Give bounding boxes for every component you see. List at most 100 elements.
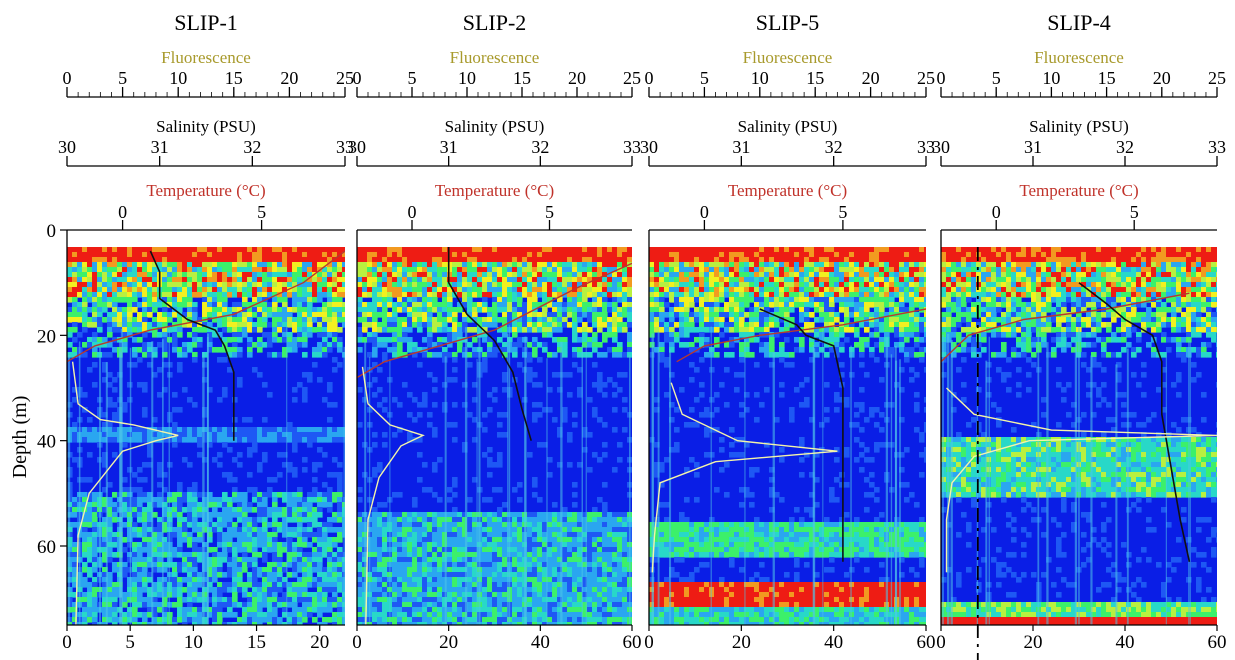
echo-cell <box>602 352 608 358</box>
echo-cell <box>542 572 548 578</box>
echo-cell <box>592 522 598 528</box>
echo-cell <box>247 522 253 528</box>
echo-cell <box>172 622 178 625</box>
echo-cell <box>462 272 468 278</box>
echo-cell <box>522 277 528 283</box>
echo-cell <box>517 292 523 298</box>
echo-cell <box>277 257 283 263</box>
echo-cell <box>142 507 148 513</box>
echo-cell <box>162 297 168 303</box>
echo-cell <box>532 262 538 268</box>
echo-cell <box>472 327 478 333</box>
echo-cell <box>232 542 238 548</box>
echo-cell <box>272 502 278 508</box>
echo-cell <box>592 407 598 413</box>
echo-cell <box>527 572 533 578</box>
echo-cell <box>232 487 238 493</box>
echo-cell <box>532 382 538 388</box>
echo-cell <box>102 552 108 558</box>
echo-cell <box>302 307 308 313</box>
echo-cell <box>202 547 208 553</box>
echo-cell <box>197 492 203 498</box>
echo-cell <box>117 317 123 323</box>
echo-cell <box>172 292 178 298</box>
echo-cell <box>267 592 273 598</box>
echo-cell <box>202 297 208 303</box>
echo-cell <box>107 247 113 253</box>
echo-cell <box>592 347 598 353</box>
echo-cell <box>512 287 518 293</box>
echo-cell <box>477 302 483 308</box>
echo-cell <box>247 577 253 583</box>
echo-cell <box>182 292 188 298</box>
echo-cell <box>597 377 603 383</box>
panel-title: SLIP-1 <box>174 10 238 35</box>
echo-cell <box>232 432 238 438</box>
echo-cell <box>282 437 288 443</box>
echo-cell <box>447 552 453 558</box>
echo-cell <box>597 262 603 268</box>
echo-cell <box>392 547 398 553</box>
echo-cell <box>82 582 88 588</box>
echo-cell <box>592 557 598 563</box>
echo-cell <box>272 537 278 543</box>
echo-cell <box>217 557 223 563</box>
echo-cell <box>587 522 593 528</box>
echo-cell <box>342 602 345 608</box>
echo-cell <box>182 317 188 323</box>
echo-cell <box>587 542 593 548</box>
echo-cell <box>217 517 223 523</box>
echo-cell <box>72 282 78 288</box>
echo-cell <box>287 332 293 338</box>
echo-cell <box>577 262 583 268</box>
echo-cell <box>592 342 598 348</box>
echo-cell <box>212 597 218 603</box>
echo-cell <box>307 312 313 318</box>
echo-cell <box>312 312 318 318</box>
echo-cell <box>317 447 323 453</box>
echo-cell <box>322 527 328 533</box>
echo-cell <box>342 622 345 625</box>
echo-cell <box>477 277 483 283</box>
echo-cell <box>177 287 183 293</box>
echo-cell <box>162 337 168 343</box>
echo-cell <box>462 542 468 548</box>
echo-cell <box>337 307 343 313</box>
echo-cell <box>442 317 448 323</box>
echo-cell <box>122 262 128 268</box>
echo-cell <box>267 257 273 263</box>
echo-cell <box>407 322 413 328</box>
echo-cell <box>247 312 253 318</box>
echo-cell <box>257 427 263 433</box>
echo-cell <box>457 527 463 533</box>
echo-cell <box>492 532 498 538</box>
echo-cell <box>222 257 228 263</box>
echo-cell <box>532 477 538 483</box>
echo-cell <box>292 602 298 608</box>
echo-cell <box>567 432 573 438</box>
echo-cell <box>297 552 303 558</box>
echo-cell <box>247 542 253 548</box>
echo-cell <box>417 477 423 483</box>
echo-cell <box>527 377 533 383</box>
echo-cell <box>102 537 108 543</box>
echo-cell <box>172 427 178 433</box>
echo-cell <box>92 577 98 583</box>
echo-cell <box>302 392 308 398</box>
echo-cell <box>327 567 333 573</box>
echo-cell <box>327 577 333 583</box>
echo-cell <box>317 262 323 268</box>
echo-cell <box>557 522 563 528</box>
echo-cell <box>447 307 453 313</box>
echo-cell <box>567 262 573 268</box>
echo-cell <box>112 317 118 323</box>
echo-cell <box>592 267 598 273</box>
echo-cell <box>307 322 313 328</box>
echo-cell <box>382 557 388 563</box>
echo-cell <box>262 332 268 338</box>
echo-cell <box>377 537 383 543</box>
echo-cell <box>557 327 563 333</box>
echo-cell <box>317 532 323 538</box>
echo-cell <box>237 542 243 548</box>
echo-cell <box>87 317 93 323</box>
